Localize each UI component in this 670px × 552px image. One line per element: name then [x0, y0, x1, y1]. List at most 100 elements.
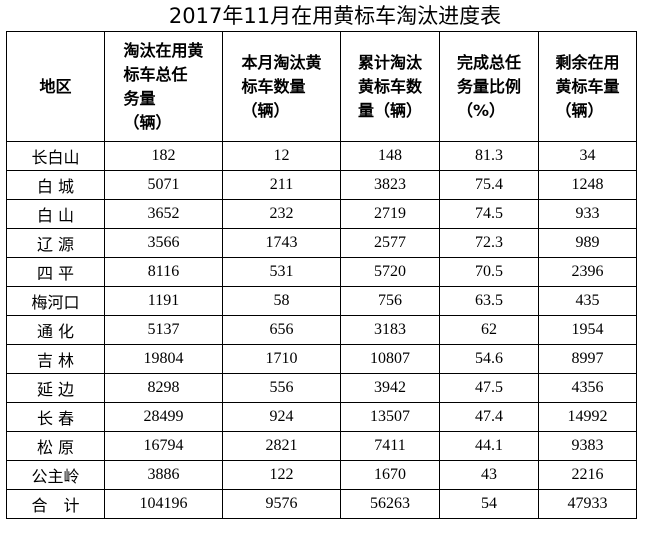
- table-title: 2017年11月在用黄标车淘汰进度表: [168, 4, 502, 28]
- cumulative-eliminated-cell: 3942: [340, 373, 440, 403]
- total-task-cell: 16794: [104, 431, 223, 461]
- remaining-cell: 9383: [538, 431, 637, 461]
- completion-ratio-cell: 47.4: [439, 402, 539, 432]
- table-row: 辽 源 3566 1743 2577 72.3 989: [6, 228, 637, 258]
- total-row: 合 计 104196 9576 56263 54 47933: [6, 489, 637, 519]
- total-task-cell: 5071: [104, 170, 223, 200]
- region-cell: 延 边: [6, 373, 105, 403]
- monthly-eliminated-cell: 1710: [222, 344, 341, 374]
- cumulative-eliminated-cell: 3823: [340, 170, 440, 200]
- cumulative-eliminated-cell: 148: [340, 141, 440, 171]
- cumulative-eliminated-cell: 2577: [340, 228, 440, 258]
- table-row: 延 边 8298 556 3942 47.5 4356: [6, 373, 637, 403]
- total-task-cell: 8116: [104, 257, 223, 287]
- remaining-cell: 34: [538, 141, 637, 171]
- cumulative-eliminated-cell: 3183: [340, 315, 440, 345]
- remaining-cell: 47933: [538, 489, 637, 519]
- cumulative-eliminated-cell: 13507: [340, 402, 440, 432]
- table-row: 通 化 5137 656 3183 62 1954: [6, 315, 637, 345]
- remaining-cell: 435: [538, 286, 637, 316]
- progress-table: 地区 淘汰在用黄 标车总任 务量 （辆） 本月淘汰黄 标车数量 （辆） 累计淘汰…: [6, 31, 637, 519]
- monthly-eliminated-cell: 656: [222, 315, 341, 345]
- region-cell: 梅河口: [6, 286, 105, 316]
- header-monthly-eliminated: 本月淘汰黄 标车数量 （辆）: [222, 31, 341, 142]
- table-row: 长白山 182 12 148 81.3 34: [6, 141, 637, 171]
- header-row: 地区 淘汰在用黄 标车总任 务量 （辆） 本月淘汰黄 标车数量 （辆） 累计淘汰…: [6, 31, 637, 142]
- remaining-cell: 14992: [538, 402, 637, 432]
- monthly-eliminated-cell: 1743: [222, 228, 341, 258]
- cumulative-eliminated-cell: 56263: [340, 489, 440, 519]
- total-task-cell: 19804: [104, 344, 223, 374]
- remaining-cell: 8997: [538, 344, 637, 374]
- completion-ratio-cell: 62: [439, 315, 539, 345]
- table-row: 梅河口 1191 58 756 63.5 435: [6, 286, 637, 316]
- table-row: 松 原 16794 2821 7411 44.1 9383: [6, 431, 637, 461]
- region-cell: 通 化: [6, 315, 105, 345]
- monthly-eliminated-cell: 531: [222, 257, 341, 287]
- completion-ratio-cell: 63.5: [439, 286, 539, 316]
- monthly-eliminated-cell: 211: [222, 170, 341, 200]
- monthly-eliminated-cell: 58: [222, 286, 341, 316]
- monthly-eliminated-cell: 556: [222, 373, 341, 403]
- cumulative-eliminated-cell: 756: [340, 286, 440, 316]
- header-total-task: 淘汰在用黄 标车总任 务量 （辆）: [104, 31, 223, 142]
- region-cell: 四 平: [6, 257, 105, 287]
- monthly-eliminated-cell: 9576: [222, 489, 341, 519]
- completion-ratio-cell: 44.1: [439, 431, 539, 461]
- region-cell: 合 计: [6, 489, 105, 519]
- monthly-eliminated-cell: 924: [222, 402, 341, 432]
- completion-ratio-cell: 54.6: [439, 344, 539, 374]
- header-cumulative-eliminated: 累计淘汰 黄标车数 量（辆）: [340, 31, 440, 142]
- remaining-cell: 989: [538, 228, 637, 258]
- remaining-cell: 4356: [538, 373, 637, 403]
- cumulative-eliminated-cell: 7411: [340, 431, 440, 461]
- total-task-cell: 104196: [104, 489, 223, 519]
- total-task-cell: 3652: [104, 199, 223, 229]
- cumulative-eliminated-cell: 10807: [340, 344, 440, 374]
- table-row: 长 春 28499 924 13507 47.4 14992: [6, 402, 637, 432]
- cumulative-eliminated-cell: 1670: [340, 460, 440, 490]
- total-task-cell: 3566: [104, 228, 223, 258]
- table-row: 白 山 3652 232 2719 74.5 933: [6, 199, 637, 229]
- completion-ratio-cell: 43: [439, 460, 539, 490]
- completion-ratio-cell: 47.5: [439, 373, 539, 403]
- cumulative-eliminated-cell: 2719: [340, 199, 440, 229]
- region-cell: 松 原: [6, 431, 105, 461]
- region-cell: 长白山: [6, 141, 105, 171]
- region-cell: 白 城: [6, 170, 105, 200]
- region-cell: 辽 源: [6, 228, 105, 258]
- region-cell: 长 春: [6, 402, 105, 432]
- total-task-cell: 182: [104, 141, 223, 171]
- completion-ratio-cell: 75.4: [439, 170, 539, 200]
- remaining-cell: 2216: [538, 460, 637, 490]
- completion-ratio-cell: 54: [439, 489, 539, 519]
- remaining-cell: 2396: [538, 257, 637, 287]
- table-row: 白 城 5071 211 3823 75.4 1248: [6, 170, 637, 200]
- table-row: 公主岭 3886 122 1670 43 2216: [6, 460, 637, 490]
- monthly-eliminated-cell: 122: [222, 460, 341, 490]
- total-task-cell: 3886: [104, 460, 223, 490]
- completion-ratio-cell: 74.5: [439, 199, 539, 229]
- cumulative-eliminated-cell: 5720: [340, 257, 440, 287]
- monthly-eliminated-cell: 12: [222, 141, 341, 171]
- remaining-cell: 933: [538, 199, 637, 229]
- completion-ratio-cell: 81.3: [439, 141, 539, 171]
- total-task-cell: 5137: [104, 315, 223, 345]
- total-task-cell: 8298: [104, 373, 223, 403]
- region-cell: 吉 林: [6, 344, 105, 374]
- monthly-eliminated-cell: 232: [222, 199, 341, 229]
- remaining-cell: 1954: [538, 315, 637, 345]
- table-row: 吉 林 19804 1710 10807 54.6 8997: [6, 344, 637, 374]
- total-task-cell: 28499: [104, 402, 223, 432]
- table-row: 四 平 8116 531 5720 70.5 2396: [6, 257, 637, 287]
- header-region: 地区: [6, 31, 105, 142]
- header-completion-ratio: 完成总任 务量比例 （%）: [439, 31, 539, 142]
- completion-ratio-cell: 72.3: [439, 228, 539, 258]
- region-cell: 公主岭: [6, 460, 105, 490]
- region-cell: 白 山: [6, 199, 105, 229]
- monthly-eliminated-cell: 2821: [222, 431, 341, 461]
- header-remaining: 剩余在用 黄标车量 （辆）: [538, 31, 637, 142]
- total-task-cell: 1191: [104, 286, 223, 316]
- remaining-cell: 1248: [538, 170, 637, 200]
- completion-ratio-cell: 70.5: [439, 257, 539, 287]
